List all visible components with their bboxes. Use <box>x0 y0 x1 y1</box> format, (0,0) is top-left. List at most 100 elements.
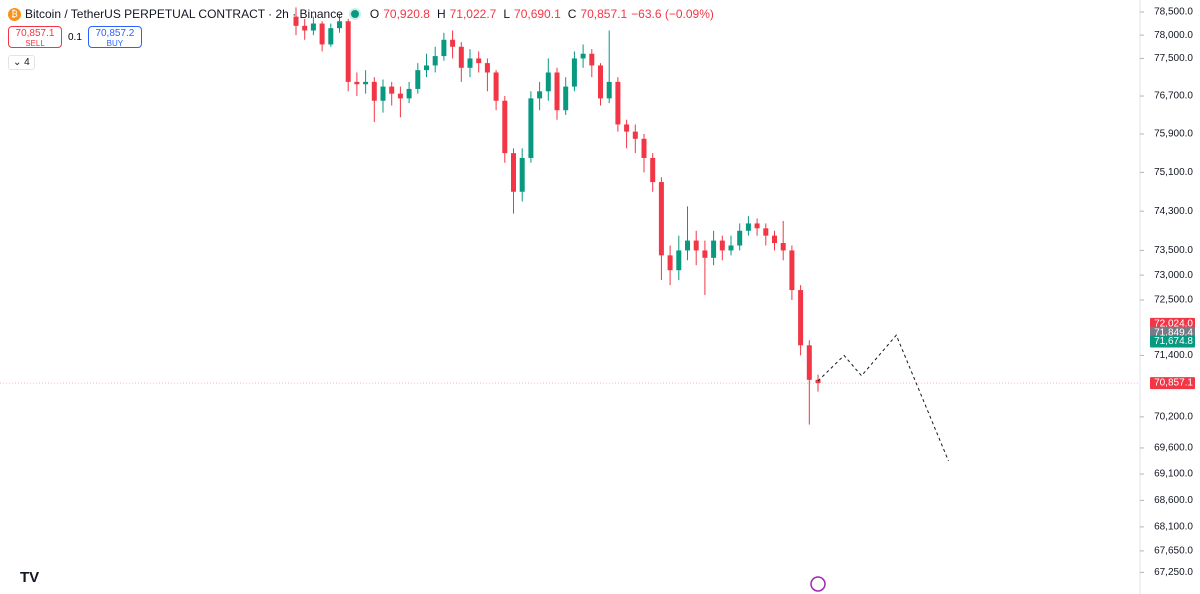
candle-body <box>624 124 630 132</box>
candle-body <box>528 98 534 158</box>
y-tick-label: 73,500.0 <box>1154 245 1193 256</box>
ohlc-key: O <box>369 7 380 21</box>
y-tick-label: 68,100.0 <box>1154 522 1193 533</box>
candle-body <box>728 245 734 251</box>
candle-body <box>389 86 395 94</box>
candle-body <box>537 91 543 99</box>
candle-body <box>632 131 638 139</box>
candle-body <box>685 240 690 251</box>
ohlc-value: 70,857.1 <box>580 7 628 21</box>
sell-label: SELL <box>25 39 45 48</box>
candle-body <box>345 21 351 82</box>
candle-body <box>772 235 777 244</box>
candle-body <box>467 58 473 68</box>
candle-body <box>511 153 516 192</box>
y-tick-label: 69,600.0 <box>1154 443 1193 454</box>
trade-panel: 70,857.1 SELL 0.1 70,857.2 BUY <box>8 26 142 48</box>
price-label: 72,024.0 <box>1154 319 1193 330</box>
candle-body <box>789 250 795 291</box>
candle-body <box>458 46 464 68</box>
flash-icon[interactable] <box>810 576 826 592</box>
candle-body <box>432 56 438 66</box>
y-tick-label: 78,000.0 <box>1154 30 1193 41</box>
candle-body <box>641 138 647 158</box>
candle-body <box>580 53 586 59</box>
candle-body <box>615 81 621 125</box>
candle-body <box>371 81 377 101</box>
symbol-title[interactable]: Bitcoin / TetherUS PERPETUAL CONTRACT · … <box>25 7 343 21</box>
y-tick-label: 78,500.0 <box>1154 7 1193 18</box>
candle-body <box>502 100 508 154</box>
y-tick-label: 68,600.0 <box>1154 495 1193 506</box>
change: −63.6 (−0.09%) <box>631 7 714 21</box>
candle-body <box>450 39 456 47</box>
candle-body <box>763 228 769 236</box>
candle-body <box>598 65 603 99</box>
candle-body <box>319 23 325 45</box>
sell-button[interactable]: 70,857.1 SELL <box>8 26 62 48</box>
price-label-bg <box>1150 335 1195 348</box>
indicators-count: 4 <box>24 57 30 68</box>
projection-line <box>817 334 949 462</box>
buy-price: 70,857.2 <box>95 28 135 39</box>
spread: 0.1 <box>68 31 82 43</box>
candle-body <box>798 290 804 346</box>
candle-body <box>337 21 342 29</box>
ohlc-value: 71,022.7 <box>449 7 497 21</box>
coin-icon: ₿ <box>8 7 21 21</box>
candle-body <box>589 53 595 66</box>
y-tick-label: 72,500.0 <box>1154 295 1193 306</box>
candle-body <box>493 72 499 101</box>
status-dot <box>348 8 361 20</box>
buy-button[interactable]: 70,857.2 BUY <box>87 26 142 48</box>
candle-body <box>293 16 299 26</box>
candle-body <box>676 250 682 271</box>
candle-body <box>519 157 525 192</box>
y-tick-label: 73,000.0 <box>1154 270 1193 281</box>
y-tick-label: 67,250.0 <box>1154 567 1193 578</box>
candle-body <box>702 250 708 258</box>
ohlc-value: 70,920.8 <box>383 7 430 21</box>
candle-body <box>397 93 403 99</box>
candle-body <box>476 58 482 64</box>
candle-body <box>606 81 612 99</box>
indicators-toggle[interactable]: ⌄ 4 <box>8 55 35 70</box>
candle-body <box>815 379 821 384</box>
symbol-header: ₿ Bitcoin / TetherUS PERPETUAL CONTRACT … <box>8 7 714 21</box>
candle-body <box>737 230 743 246</box>
price-label: 70,857.1 <box>1154 378 1193 389</box>
candle-body <box>328 28 334 45</box>
candle-body <box>650 157 656 183</box>
candle-body <box>711 240 717 258</box>
candle-body <box>302 25 308 31</box>
candle-body <box>380 86 386 101</box>
candle-body <box>754 223 760 229</box>
candle-body <box>545 72 551 92</box>
candle-body <box>780 243 786 251</box>
candle-body <box>424 65 429 71</box>
candle-body <box>571 58 577 87</box>
ohlc-value: 70,690.1 <box>514 7 561 21</box>
candle-body <box>719 240 725 251</box>
y-tick-label: 74,300.0 <box>1154 206 1193 217</box>
buy-label: BUY <box>106 39 124 48</box>
candle-body <box>658 182 664 256</box>
candle-body <box>484 63 490 73</box>
candle-body <box>354 81 360 85</box>
y-tick-label: 71,400.0 <box>1154 350 1193 361</box>
candle-body <box>693 240 699 251</box>
candle-body <box>554 72 560 111</box>
candle-body <box>745 223 751 231</box>
y-tick-label: 67,650.0 <box>1154 546 1193 557</box>
candle-body <box>415 70 421 89</box>
sell-price: 70,857.1 <box>15 28 55 39</box>
ohlc-key: C <box>567 7 577 21</box>
candle-body <box>363 81 369 85</box>
y-tick-label: 70,200.0 <box>1154 411 1193 422</box>
candle-body <box>406 88 412 99</box>
candle-body <box>806 345 812 380</box>
y-tick-label: 69,100.0 <box>1154 469 1193 480</box>
candle-body <box>563 86 569 111</box>
